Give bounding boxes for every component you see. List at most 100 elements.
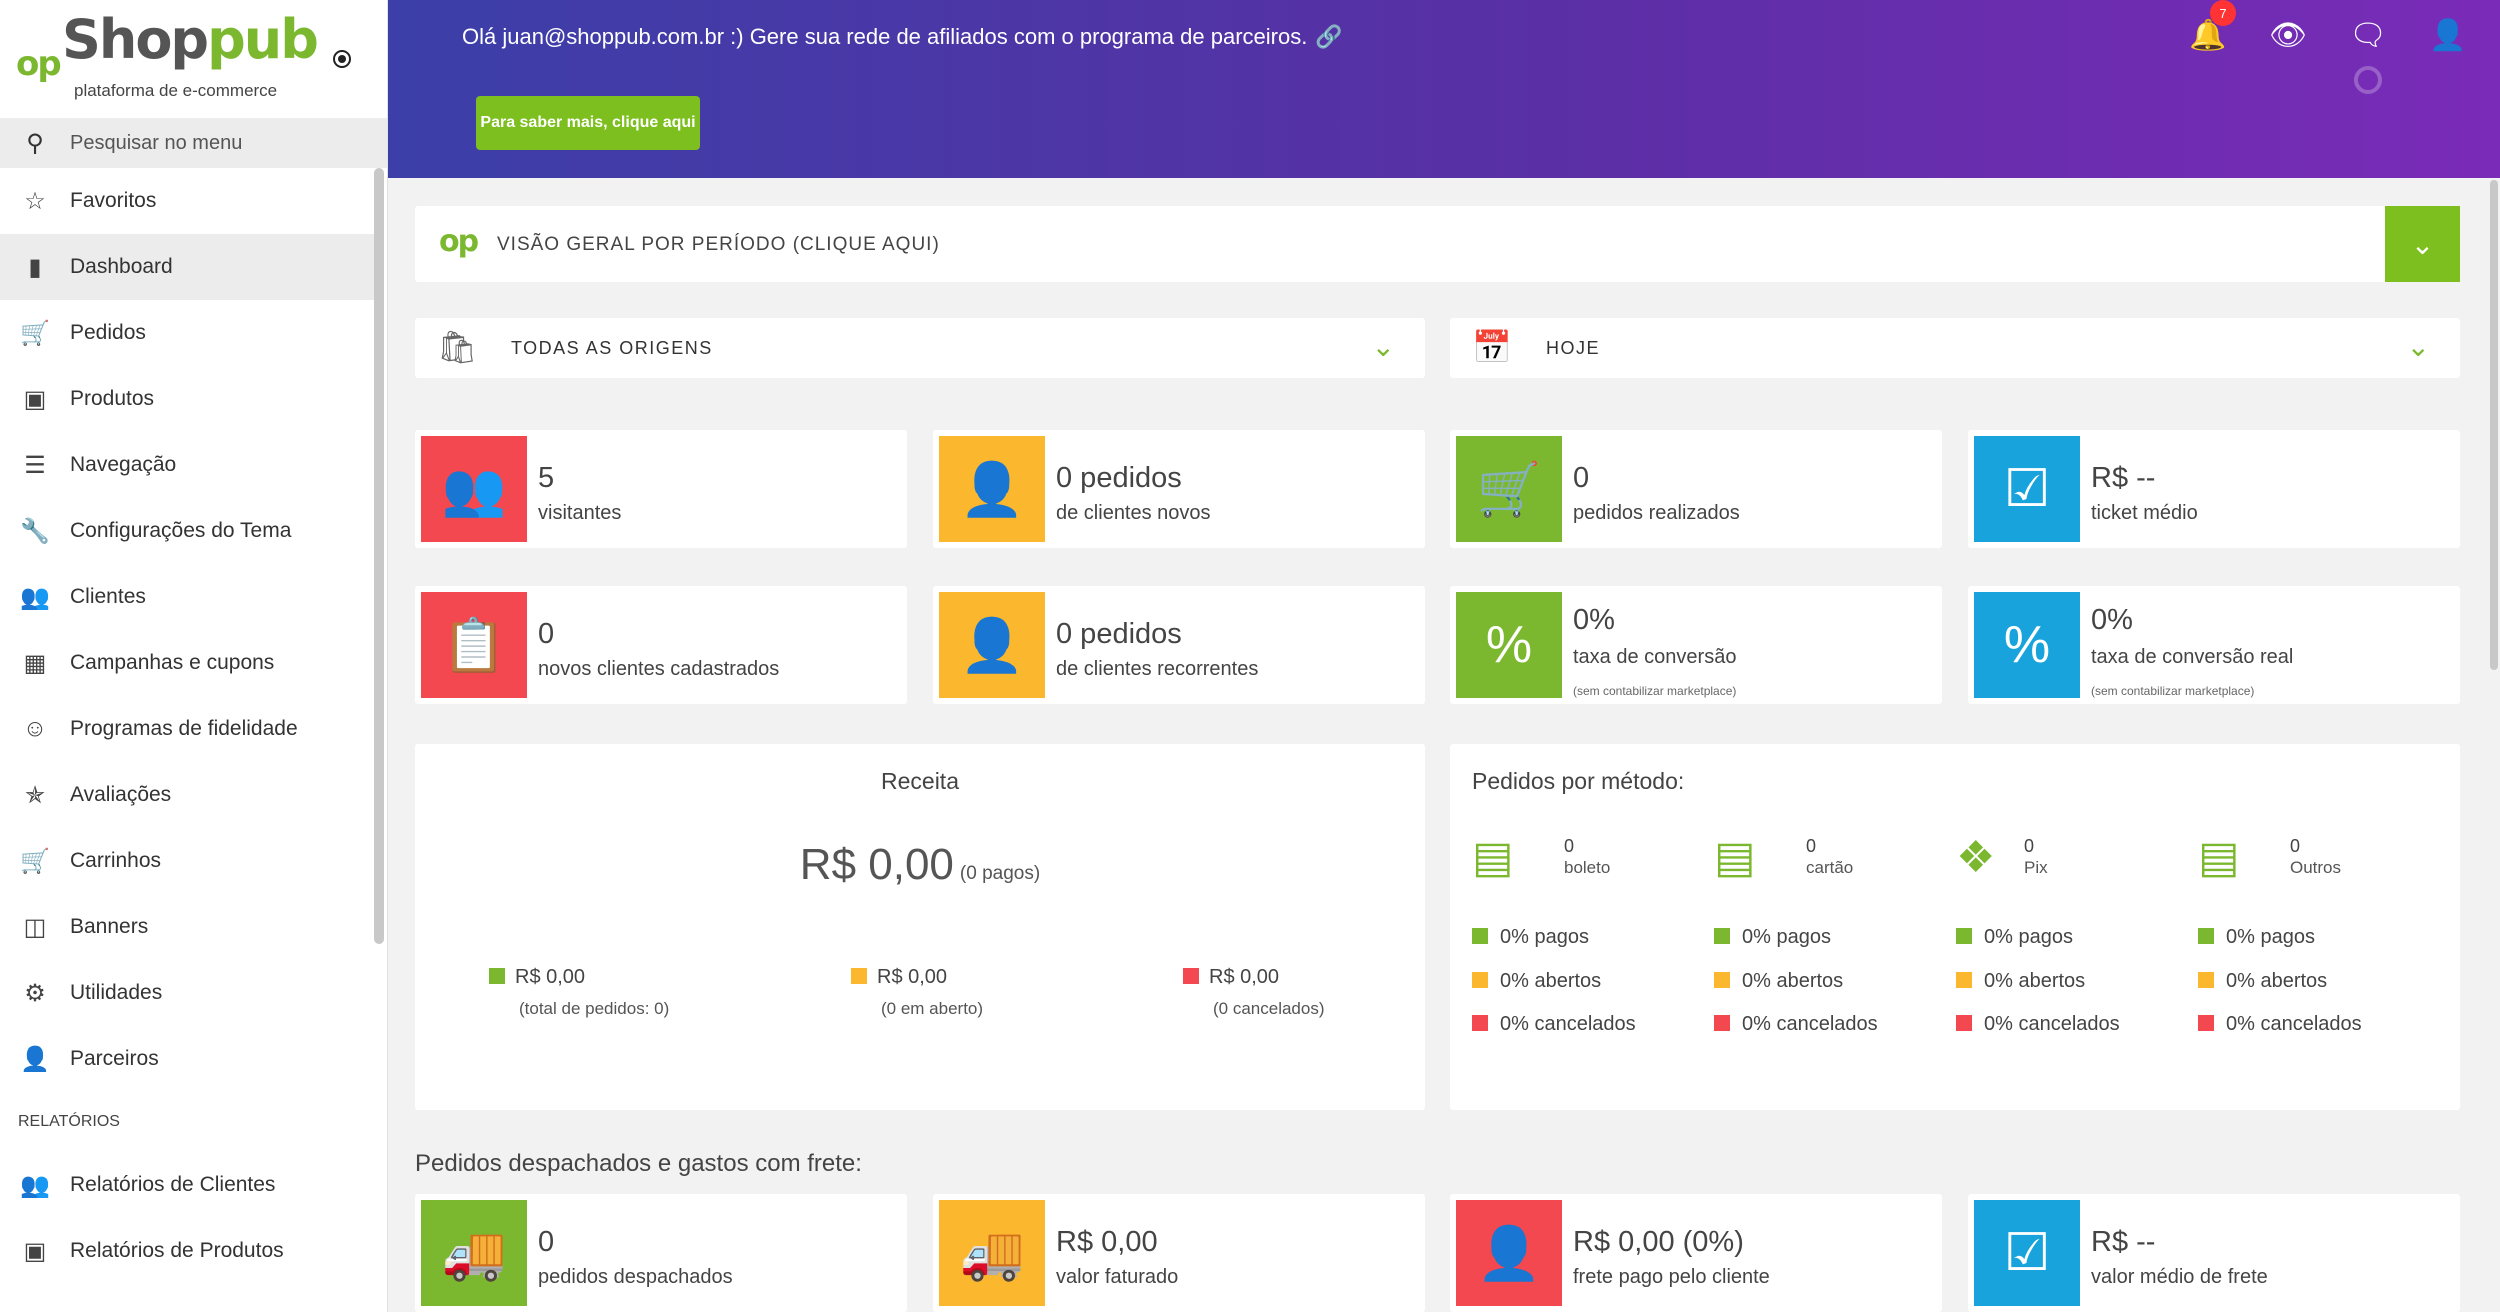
sidebar-item-dashboard[interactable]: ▮ Dashboard [0,234,374,300]
menu-search-input[interactable]: Pesquisar no menu [70,131,243,154]
stat-label: taxa de conversão [1573,646,1737,668]
stat-label: valor faturado [1056,1266,1179,1288]
stat-label: pedidos realizados [1573,502,1740,524]
sidebar-item-relatorios-clientes[interactable]: 👥 Relatórios de Clientes [0,1152,374,1218]
user-icon[interactable]: 👤 [2429,19,2467,52]
stat-note: (sem contabilizar marketplace) [1573,684,1737,698]
stat-value: 0 [538,1226,555,1258]
sidebar-item-pedidos[interactable]: 🛒 Pedidos [0,300,374,366]
sidebar: op Shoppub plataforma de e-commerce ⚲ Pe… [0,0,388,1312]
cart-add-icon: 🛒 [20,847,50,875]
stat-value: 0% [2091,604,2133,636]
stat-label: frete pago pelo cliente [1573,1266,1770,1288]
origin-filter-value: TODAS AS ORIGENS [511,338,713,358]
people-icon: 👥 [20,583,50,611]
logo-tagline: plataforma de e-commerce [74,81,278,100]
orders-by-method-panel: Pedidos por método: ▤ 0 boleto 0% pagos … [1450,744,2460,1110]
sidebar-item-fidelidade[interactable]: ☺ Programas de fidelidade [0,696,374,762]
revenue-total: R$ 0,00 (0 pagos) [799,840,1041,889]
sidebar-item-configuracoes-tema[interactable]: 🔧 Configurações do Tema [0,498,374,564]
legend-swatch [489,968,505,984]
shopping-bag-icon: 🛍 [437,329,478,365]
star-badge-icon: ✯ [24,781,46,809]
money-truck-icon: 🚚 [939,1200,1045,1306]
stat-card-frete-medio: ☑ R$ -- valor médio de frete [1968,1194,2460,1312]
stat-value: 0 pedidos [1056,462,1182,494]
stat-label: visitantes [538,502,622,524]
user-star-icon: 👤 [939,436,1045,542]
stat-card-pedidos-realizados: 🛒 0 pedidos realizados [1450,430,1942,548]
stat-label: de clientes novos [1056,502,1211,524]
ticket-icon: ☑ [1974,1200,2080,1306]
expand-toggle-button[interactable]: ⌄ [2385,206,2460,282]
sidebar-item-relatorios-produtos[interactable]: ▣ Relatórios de Produtos [0,1218,374,1284]
partner-icon: 👤 [20,1045,50,1073]
period-filter-value: HOJE [1546,338,1601,358]
sidebar-item-navegacao[interactable]: ☰ Navegação [0,432,374,498]
stat-card-novos-clientes: 📋 0 novos clientes cadastrados [415,586,907,704]
logo-op-mark: op [16,44,62,84]
sidebar-menu: ☆ Favoritos ▮ Dashboard 🛒 Pedidos ▣ Produtos… [0,168,374,1284]
sidebar-scrollbar[interactable] [374,168,384,944]
sidebar-item-carrinhos[interactable]: 🛒 Carrinhos [0,828,374,894]
ticket-icon: ☑ [1974,436,2080,542]
bar-chart-icon: ▮ [28,253,42,281]
notification-badge: 7 [2210,0,2236,26]
stat-label: de clientes recorrentes [1056,658,1259,680]
star-icon: ☆ [24,187,46,215]
revenue-paid-note: (0 pagos) [959,863,1041,884]
credit-card-icon: ▤ [1714,833,1756,882]
people-icon: 👥 [20,1171,50,1199]
stat-card-pedidos-despachados: 🚚 0 pedidos despachados [415,1194,907,1312]
logo-wordmark: Shoppub [62,8,319,71]
sidebar-item-avaliacoes[interactable]: ✯ Avaliações [0,762,374,828]
sidebar-item-produtos[interactable]: ▣ Produtos [0,366,374,432]
sidebar-item-banners[interactable]: ◫ Banners [0,894,374,960]
learn-more-button[interactable]: Para saber mais, clique aqui [476,96,700,150]
sidebar-item-parceiros[interactable]: 👤 Parceiros [0,1026,374,1092]
revenue-panel: Receita R$ 0,00 (0 pagos) R$ 0,00 (total … [415,744,1425,1110]
chevron-down-icon: ⌄ [2410,228,2435,260]
link-icon[interactable]: 🔗 [1315,24,1343,49]
cart-icon: 🛒 [20,319,50,347]
loading-spinner [2354,66,2382,94]
delivery-truck-icon: 🚚 [421,1200,527,1306]
coupon-icon: ▦ [23,649,47,677]
chevron-down-icon: ⌄ [1371,331,1395,362]
main-scrollbar[interactable] [2490,180,2498,670]
stat-label: taxa de conversão real [2091,646,2294,668]
box-icon: ▣ [23,1237,47,1265]
stat-card-valor-faturado: 🚚 R$ 0,00 valor faturado [933,1194,1425,1312]
stat-card-clientes-recorrentes: 👤 0 pedidos de clientes recorrentes [933,586,1425,704]
shoppub-logo[interactable]: op Shoppub plataforma de e-commerce [16,8,356,108]
sidebar-item-favoritos[interactable]: ☆ Favoritos [0,168,374,234]
cart-orders-icon: 🛒 [1456,436,1562,542]
chevron-down-icon: ⌄ [2406,331,2430,362]
stat-card-ticket-medio: ☑ R$ -- ticket médio [1968,430,2460,548]
shipping-section-title: Pedidos despachados e gastos com frete: [415,1150,862,1177]
stat-value: 0% [1573,604,1615,636]
search-icon: ⚲ [26,129,44,157]
period-filter-dropdown[interactable]: 📅 HOJE ⌄ [1450,318,2460,378]
op-logo-icon: op [439,224,479,259]
eye-icon[interactable]: 👁 [2268,19,2308,52]
stat-value: R$ 0,00 [1056,1226,1158,1258]
stat-label: pedidos despachados [538,1266,733,1288]
legend-swatch [1183,968,1199,984]
stat-value: 5 [538,462,555,494]
sidebar-item-campanhas[interactable]: ▦ Campanhas e cupons [0,630,374,696]
user-form-icon: 📋 [421,592,527,698]
period-overview-bar[interactable]: op VISÃO GERAL POR PERÍODO (CLIQUE AQUI)… [415,206,2460,282]
sidebar-item-utilidades[interactable]: ⚙ Utilidades [0,960,374,1026]
sidebar-item-clientes[interactable]: 👥 Clientes [0,564,374,630]
stat-label: valor médio de frete [2091,1266,2268,1288]
sidebar-pin-toggle[interactable] [333,50,351,68]
stat-card-visitantes: 👥 5 visitantes [415,430,907,548]
menu-search[interactable]: ⚲ Pesquisar no menu [0,118,387,168]
origin-filter-dropdown[interactable]: 🛍 TODAS AS ORIGENS ⌄ [415,318,1425,378]
stat-label: novos clientes cadastrados [538,658,780,680]
stat-value: 0 [1573,462,1590,494]
stat-value: R$ -- [2091,462,2156,494]
reports-section-label: RELATÓRIOS [18,1113,120,1130]
chat-icon[interactable]: 🗨 [2348,19,2388,52]
